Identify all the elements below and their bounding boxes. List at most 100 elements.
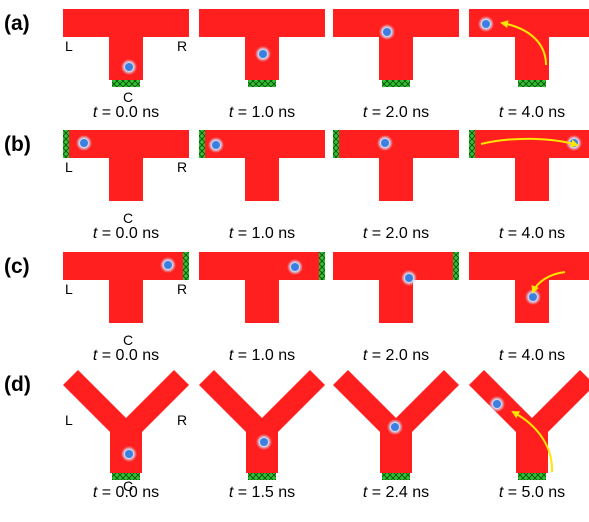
time-label: t = 1.5 ns [229,484,295,501]
channel-stem [515,33,549,80]
time-symbol: t [363,347,372,364]
time-label: t = 2.0 ns [363,225,429,242]
time-symbol: t [93,347,102,364]
time-symbol: t [229,104,238,121]
frame-2: t = 2.0 ns [333,130,459,242]
particle [125,63,133,71]
contact-pad [453,252,459,280]
time-symbol: t [93,104,102,121]
time-label: t = 2.0 ns [363,347,429,364]
channel-stem [379,33,413,80]
frame-1: t = 1.0 ns [199,252,325,364]
time-symbol: t [363,484,372,501]
port-label-right: R [177,159,187,175]
time-label: t = 2.0 ns [363,104,429,121]
particle [125,450,133,458]
time-value: = 2.0 ns [372,225,429,242]
time-label: t = 5.0 ns [499,484,565,501]
channel-stem [109,154,143,201]
time-value: = 1.5 ns [238,484,295,501]
channel-stem [245,154,279,201]
particle [405,274,413,282]
particle [529,293,537,301]
port-label-left: L [65,281,73,297]
time-symbol: t [363,225,372,242]
contact-pad [199,130,205,158]
contact-pad [319,252,325,280]
time-symbol: t [229,225,238,242]
motion-arrow [500,20,547,66]
frame-3: t = 4.0 ns [469,252,589,364]
frame-1: t = 1.0 ns [199,130,325,242]
frame-1: t = 1.5 ns [199,370,325,501]
port-label-right: R [177,38,187,54]
port-label-center: C [123,210,133,226]
particle [291,263,299,271]
channel-stem [516,425,548,473]
frame-0: t = 0.0 ns [63,370,189,501]
time-label: t = 0.0 ns [93,225,159,242]
contact-pad [248,80,276,87]
row-label: (b) [4,133,31,156]
particle [381,139,389,147]
contact-pad [248,473,276,480]
time-symbol: t [499,225,508,242]
time-value: = 1.0 ns [238,347,295,364]
time-symbol: t [499,347,508,364]
time-value: = 1.0 ns [238,225,295,242]
contact-pad [518,473,546,480]
motion-arrow [531,271,566,294]
frame-0: t = 0.0 ns [63,252,189,364]
time-label: t = 4.0 ns [499,225,565,242]
particle [212,141,220,149]
port-label-center: C [123,478,133,494]
port-label-left: L [65,38,73,54]
row-label: (d) [4,373,31,396]
particle [164,261,172,269]
time-label: t = 4.0 ns [499,347,565,364]
motion-arrow [511,411,554,473]
row-3: (d) t = 0.0 ns t = 1.5 ns t = 2.4 ns t = 5.0… [4,370,589,501]
time-symbol: t [229,347,238,364]
time-value: = 0.0 ns [102,225,159,242]
time-label: t = 4.0 ns [499,104,565,121]
time-symbol: t [93,225,102,242]
port-label-center: C [123,89,133,105]
time-label: t = 0.0 ns [93,104,159,121]
frame-2: t = 2.4 ns [333,370,459,501]
port-label-right: R [177,281,187,297]
contact-pad [63,130,69,158]
time-value: = 2.0 ns [372,104,429,121]
channel-top-bar [63,9,189,37]
port-label-right: R [177,412,187,428]
channel-top-bar [469,252,589,280]
contact-pad [112,80,140,87]
contact-pad [183,252,189,280]
frame-1: t = 1.0 ns [199,9,325,121]
frame-2: t = 2.0 ns [333,9,459,121]
row-1: (b)t = 0.0 ns t = 1.0 ns t = 2.0 ns t = 4.0… [4,130,589,242]
row-2: (c)t = 0.0 ns t = 1.0 ns t = 2.0 ns t = 4.0… [4,252,589,364]
channel-top-bar [199,252,325,280]
channel-top-bar [333,130,459,158]
time-label: t = 1.0 ns [229,225,295,242]
time-value: = 4.0 ns [508,104,565,121]
time-value: = 2.0 ns [372,347,429,364]
time-symbol: t [499,484,508,501]
contact-pad [518,80,546,87]
frame-0: t = 0.0 ns [63,9,189,121]
time-value: = 2.4 ns [372,484,429,501]
channel-top-bar [333,252,459,280]
channel-stem [245,276,279,323]
channel-stem [515,154,549,201]
row-0: (a)t = 0.0 ns t = 1.0 ns t = 2.0 ns t = 4.0… [4,9,589,121]
time-symbol: t [499,104,508,121]
contact-pad [382,80,410,87]
time-symbol: t [363,104,372,121]
contact-pad [382,473,410,480]
row-label: (a) [4,12,30,35]
time-value: = 4.0 ns [508,347,565,364]
channel-stem [379,154,413,201]
time-value: = 0.0 ns [102,104,159,121]
